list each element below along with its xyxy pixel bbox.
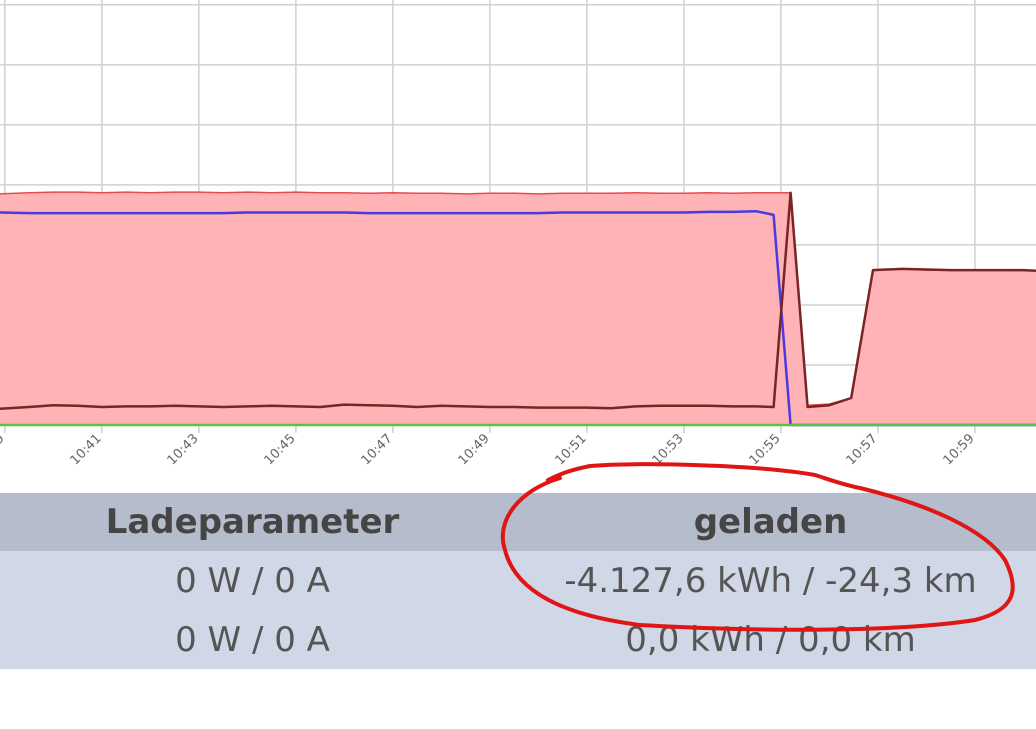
- header-cell: geladen: [505, 493, 1036, 551]
- header-row: Ladeparameter geladen: [0, 493, 1036, 551]
- x-axis: 10:39 10:41 10:43 10:45 10:47 10:49 10:51 10:53…: [0, 431, 978, 468]
- cell: -4.127,6 kWh / -24,3 km: [505, 551, 1036, 610]
- x-tick-label: 10:55: [747, 431, 784, 468]
- row: 0 W / 0 A 0,0 kWh / 0,0 km: [0, 610, 1036, 669]
- x-tick-label: 10:39: [0, 431, 8, 468]
- x-tick-label: 10:41: [68, 431, 105, 468]
- line: [0, 191, 1036, 411]
- x-tick-label: 10:57: [844, 431, 881, 468]
- row: 0 W / 0 A -4.127,6 kWh / -24,3 km: [0, 551, 1036, 610]
- x-tick-label: 10:43: [165, 431, 202, 468]
- x-tick-label: 10:51: [553, 431, 590, 468]
- plot-area: [0, 191, 1036, 427]
- x-tick-label: 10:59: [941, 431, 978, 468]
- table: Ladeparameter geladen 0 W / 0 A -4.127,6…: [0, 493, 1036, 669]
- x-tick-label: 10:53: [650, 431, 687, 468]
- cell: 0,0 kWh / 0,0 km: [505, 610, 1036, 669]
- x-tick-label: 10:49: [456, 431, 493, 468]
- cell: 0 W / 0 A: [0, 610, 505, 669]
- cell: 0 W / 0 A: [0, 551, 505, 610]
- x-tick-label: 10:47: [359, 431, 396, 468]
- header-cell: Ladeparameter: [0, 493, 505, 551]
- chart: 10:39 10:41 10:43 10:45 10:47 10:49 10:51 10:53…: [0, 0, 1036, 468]
- area: [0, 192, 1036, 425]
- x-tick-label: 10:45: [262, 431, 299, 468]
